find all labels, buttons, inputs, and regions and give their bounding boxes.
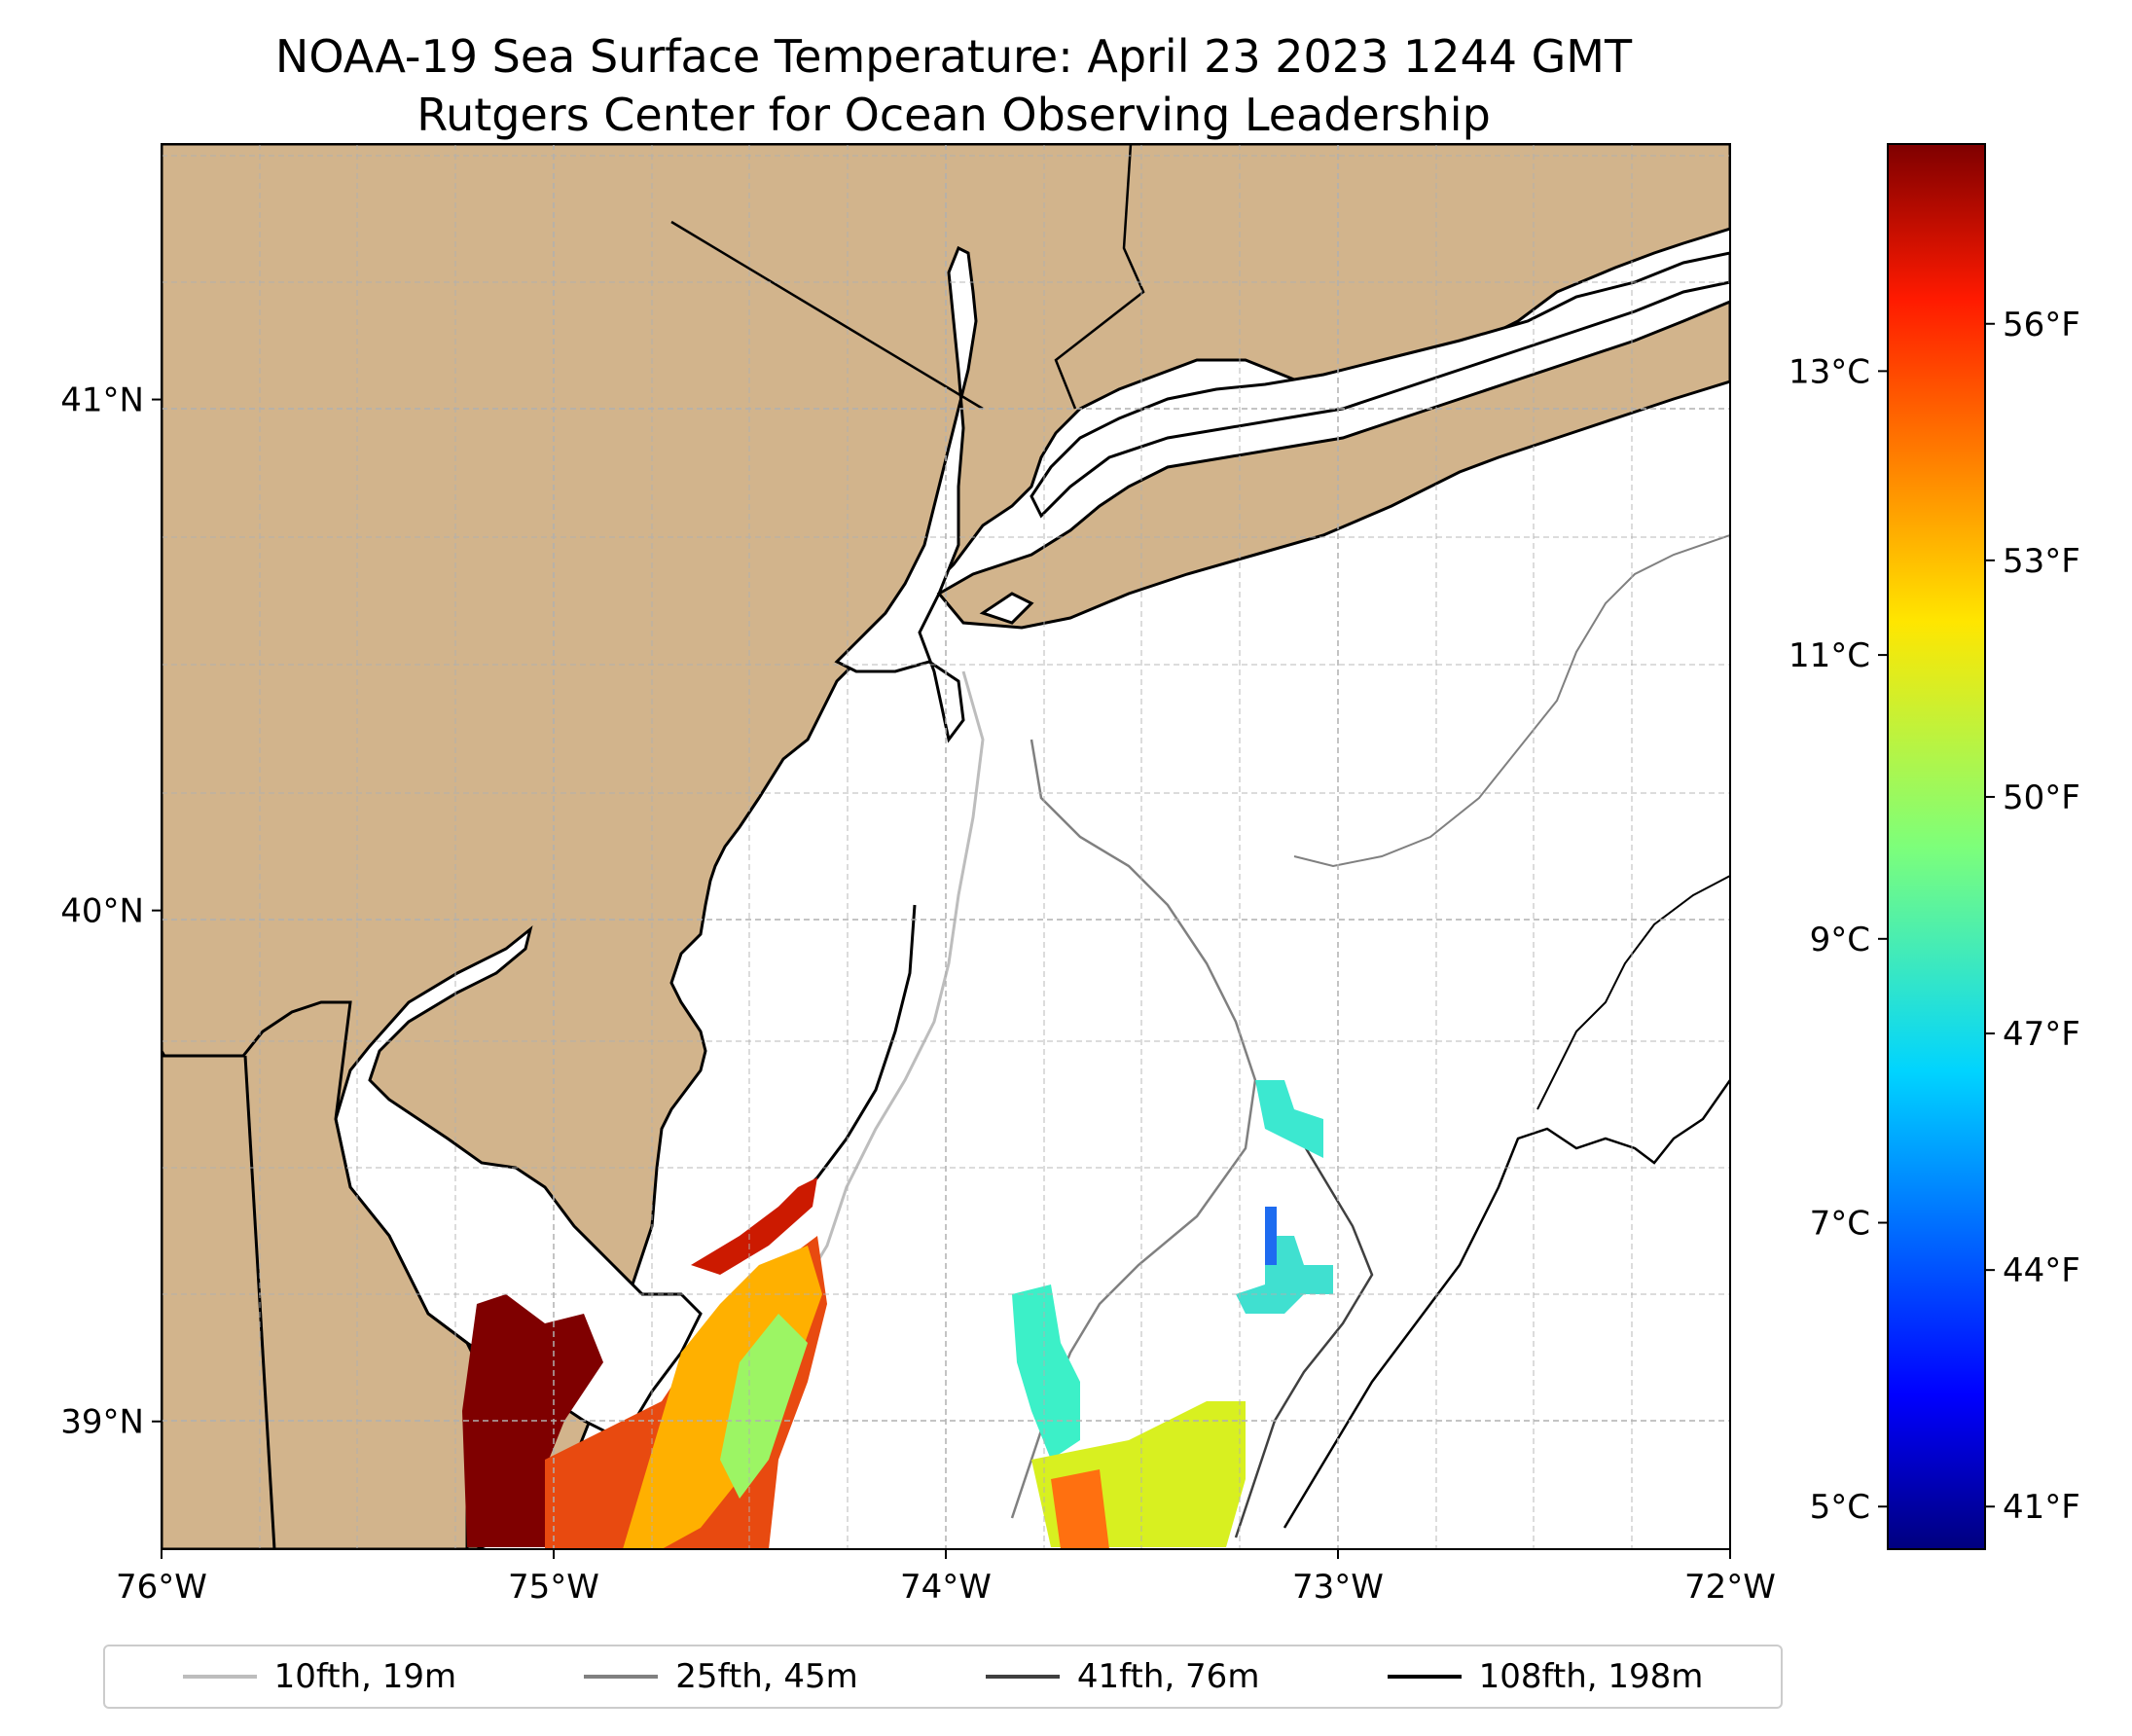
colorbar xyxy=(1887,143,1986,1550)
state-border-ny-nj xyxy=(670,220,984,411)
y-tick-label: 41°N xyxy=(60,381,144,420)
colorbar-celsius-label: 5°C xyxy=(1810,1488,1870,1527)
isobath-41fth xyxy=(1234,1089,1374,1538)
legend-item: 108fth, 198m xyxy=(1387,1657,1704,1696)
delaware-bay-water xyxy=(334,925,703,1442)
sst-patch-east-cyan xyxy=(1012,1284,1080,1460)
isobath-108fth xyxy=(1283,1079,1730,1529)
isobath-108fth-north xyxy=(1536,875,1730,1110)
legend-swatch-10fth xyxy=(182,1675,257,1679)
sst-patch-shelf-green xyxy=(720,1314,808,1499)
title-line-1: NOAA-19 Sea Surface Temperature: April 2… xyxy=(274,30,1633,83)
isobath-legend: 10fth, 19m 25fth, 45m 41fth, 76m 108fth,… xyxy=(103,1645,1783,1709)
colorbar-celsius-label: 11°C xyxy=(1789,636,1870,675)
gridlines xyxy=(162,144,1730,1549)
map-title: NOAA-19 Sea Surface Temperature: April 2… xyxy=(0,27,1907,144)
colorbar-fahrenheit-label: 50°F xyxy=(2003,778,2080,817)
legend-swatch-25fth xyxy=(584,1675,659,1679)
y-tick-label: 40°N xyxy=(60,892,144,931)
legend-item: 25fth, 45m xyxy=(584,1657,858,1696)
sst-patch-nj-coast xyxy=(691,1177,817,1275)
sst-patch-offshore-blue xyxy=(1265,1207,1277,1265)
long-island xyxy=(936,300,1730,630)
legend-swatch-108fth xyxy=(1387,1675,1462,1679)
colorbar-celsius-label: 13°C xyxy=(1789,352,1870,391)
colorbar-fahrenheit-label: 44°F xyxy=(2003,1251,2080,1290)
x-tick-label: 72°W xyxy=(1684,1568,1776,1607)
map-plot-area xyxy=(162,144,1730,1549)
legend-label-108fth: 108fth, 198m xyxy=(1478,1657,1704,1696)
hudson-river xyxy=(834,245,978,743)
x-tick-label: 75°W xyxy=(508,1568,599,1607)
small-island xyxy=(979,592,1034,625)
legend-item: 41fth, 76m xyxy=(985,1657,1260,1696)
legend-label-41fth: 41fth, 76m xyxy=(1076,1657,1260,1696)
colorbar-ticks: 5°C 7°C 9°C 11°C 13°C 41°F 44°F 47°F 50°F 53°F 56°… xyxy=(1789,306,2080,1527)
legend-swatch-41fth xyxy=(985,1675,1060,1679)
legend-label-25fth: 25fth, 45m xyxy=(675,1657,858,1696)
legend-item: 10fth, 19m xyxy=(182,1657,457,1696)
colorbar-fahrenheit-label: 41°F xyxy=(2003,1488,2080,1527)
legend-label-10fth: 10fth, 19m xyxy=(273,1657,457,1696)
title-line-2: Rutgers Center for Ocean Observing Leade… xyxy=(416,89,1491,141)
colorbar-celsius-label: 7°C xyxy=(1810,1205,1870,1244)
colorbar-celsius-label: 9°C xyxy=(1810,921,1870,959)
isobath-10fth-offshore xyxy=(1293,534,1730,868)
y-tick-label: 39°N xyxy=(60,1403,144,1442)
x-tick-label: 76°W xyxy=(116,1568,207,1607)
sst-patch-offshore-cyan-1 xyxy=(1255,1080,1323,1158)
sst-patch-east-orange xyxy=(1051,1469,1109,1549)
x-axis-ticks: 76°W 75°W 74°W 73°W 72°W xyxy=(116,1549,1776,1607)
y-axis-ticks: 39°N 40°N 41°N xyxy=(60,381,162,1442)
colorbar-fahrenheit-label: 47°F xyxy=(2003,1015,2080,1054)
x-tick-label: 73°W xyxy=(1292,1568,1384,1607)
sst-patch-offshore-cyan-2 xyxy=(1236,1236,1333,1314)
colorbar-fahrenheit-label: 53°F xyxy=(2003,542,2080,581)
x-tick-label: 74°W xyxy=(900,1568,992,1607)
colorbar-fahrenheit-label: 56°F xyxy=(2003,306,2080,344)
long-island-sound xyxy=(1030,251,1730,519)
state-border-ny-ct xyxy=(1054,144,1145,410)
